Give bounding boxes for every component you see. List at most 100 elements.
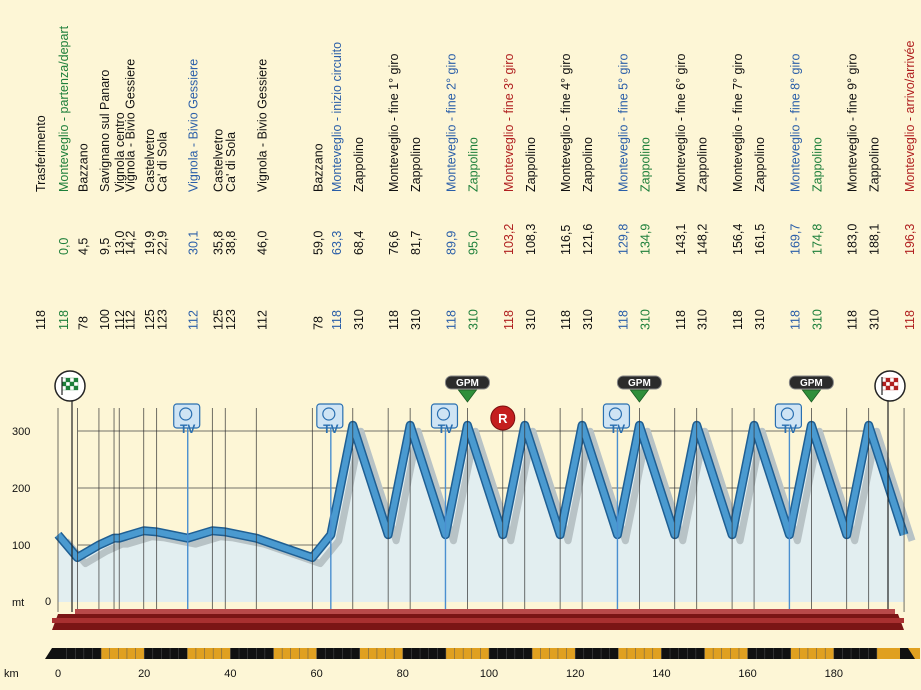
point-name-label: Bazzano — [76, 143, 90, 192]
point-alt-label: 118 — [846, 310, 860, 330]
point-km-label: 0,0 — [57, 238, 71, 255]
point-km-label: 188,1 — [868, 224, 882, 255]
tv-icon: TV — [602, 403, 631, 436]
point-alt-label: 310 — [753, 309, 767, 330]
point-km-label: 30,1 — [187, 231, 201, 255]
sprint-label: R — [498, 411, 508, 426]
profile-area — [58, 425, 905, 602]
tv-icon: TV — [173, 403, 201, 436]
point-alt-label: 118 — [34, 310, 48, 330]
point-name-label: Vignola - Bivio Gessiere — [255, 59, 269, 192]
gpm-icon: GPM — [616, 375, 662, 403]
point-km-label: 63,3 — [330, 231, 344, 255]
tv-label: TV — [610, 422, 625, 436]
tv-label: TV — [180, 422, 195, 436]
y-tick-label: 200 — [12, 483, 30, 495]
point-alt-label: 78 — [76, 316, 90, 330]
point-km-label: 22,9 — [156, 231, 170, 255]
point-name-label: Castelvetro — [143, 129, 157, 192]
point-name-label: Zappolino — [352, 137, 366, 192]
point-km-label: 108,3 — [524, 224, 538, 255]
point-km-label: 143,1 — [674, 224, 688, 255]
point-km-label: 121,6 — [581, 224, 595, 255]
point-name-label: Zappolino — [868, 137, 882, 192]
point-km-label: 129,8 — [616, 224, 630, 255]
point-km-label: 183,0 — [846, 224, 860, 255]
point-km-label: 46,0 — [255, 231, 269, 255]
point-alt-label: 78 — [311, 316, 325, 330]
x-tick-label: 180 — [825, 668, 843, 680]
point-alt-label: 310 — [810, 309, 824, 330]
point-alt-label: 310 — [466, 309, 480, 330]
point-km-label: 196,3 — [903, 224, 917, 255]
point-name-label: Monteveglio - fine 2° giro — [444, 54, 458, 192]
point-name-label: Ca' di Sola — [224, 132, 238, 192]
point-km-label: 13,0 — [113, 231, 127, 255]
point-alt-label: 118 — [502, 310, 516, 330]
road-edge — [75, 609, 895, 614]
sprint-icon: R — [490, 405, 516, 431]
profile-shadow — [63, 427, 916, 568]
point-alt-label: 123 — [224, 309, 238, 330]
point-km-label: 169,7 — [788, 224, 802, 255]
point-name-label: Monteveglio - fine 4° giro — [559, 54, 573, 192]
gpm-label: GPM — [800, 378, 823, 389]
km-markers — [57, 395, 905, 612]
point-km-label: 103,2 — [502, 224, 516, 255]
point-name-label: Trasferimento — [34, 115, 48, 192]
point-km-label: 95,0 — [466, 231, 480, 255]
x-tick-label: 60 — [310, 668, 322, 680]
point-alt-label: 118 — [616, 310, 630, 330]
point-km-label: 156,4 — [731, 224, 745, 255]
point-alt-label: 118 — [559, 310, 573, 330]
y-tick-label: 0 — [45, 596, 51, 608]
x-tick-label: 20 — [138, 668, 150, 680]
point-alt-label: 310 — [524, 309, 538, 330]
point-name-label: Zappolino — [810, 137, 824, 192]
icons: TV TV TV TV TV GPM GPM GPM R — [54, 370, 906, 436]
point-name-label: Zappolino — [581, 137, 595, 192]
road-base — [45, 609, 920, 659]
y-axis-label: mt — [12, 597, 24, 609]
point-km-label: 116,5 — [559, 225, 573, 255]
point-name-label: Ca' di Sola — [156, 132, 170, 192]
axes: 0 100 200 300 mt 0 20 40 60 80 100 120 140 160 180 km — [4, 426, 843, 680]
point-alt-label: 112 — [187, 310, 201, 330]
x-tick-label: 40 — [224, 668, 236, 680]
point-alt-label: 310 — [868, 309, 882, 330]
tv-label: TV — [782, 422, 797, 436]
point-km-label: 161,5 — [753, 224, 767, 255]
tv-label: TV — [438, 422, 453, 436]
point-alt-label: 112 — [124, 310, 138, 330]
point-alt-label: 112 — [113, 310, 127, 330]
point-alt-label: 310 — [409, 309, 423, 330]
point-km-label: 14,2 — [124, 231, 138, 255]
x-tick-label: 80 — [397, 668, 409, 680]
point-alt-label: 125 — [143, 309, 157, 330]
point-name-label: Vignola - Bivio Gessiere — [187, 59, 201, 192]
point-name-label: Monteveglio - partenza/depart — [57, 25, 71, 192]
tv-icon: TV — [774, 403, 803, 436]
point-km-label: 89,9 — [444, 231, 458, 255]
points-list: 118 Trasferimento 118 0,0 Monteveglio - part… — [34, 25, 917, 330]
point-alt-label: 118 — [387, 310, 401, 330]
point-km-label: 68,4 — [352, 231, 366, 255]
point-name-label: Monteveglio - fine 1° giro — [387, 54, 401, 192]
point-name-label: Monteveglio - fine 9° giro — [846, 54, 860, 192]
point-km-label: 134,9 — [638, 224, 652, 255]
point-name-label: Monteveglio - inizio circuito — [330, 42, 344, 192]
point-km-label: 59,0 — [311, 231, 325, 255]
point-alt-label: 310 — [696, 309, 710, 330]
gpm-label: GPM — [456, 378, 479, 389]
start-flag-icon-checker — [61, 377, 79, 395]
point-km-label: 81,7 — [409, 231, 423, 255]
point-name-label: Vignola - Bivio Gessiere — [124, 59, 138, 192]
point-alt-label: 118 — [57, 310, 71, 330]
point-alt-label: 123 — [156, 309, 170, 330]
point-km-label: 148,2 — [696, 224, 710, 255]
point-km-label: 19,9 — [143, 231, 157, 255]
point-name-label: Vignola centro — [113, 112, 127, 192]
point-alt-label: 125 — [211, 309, 225, 330]
gpm-icon: GPM — [788, 375, 834, 403]
finish-flag-icon-checker — [881, 377, 899, 395]
